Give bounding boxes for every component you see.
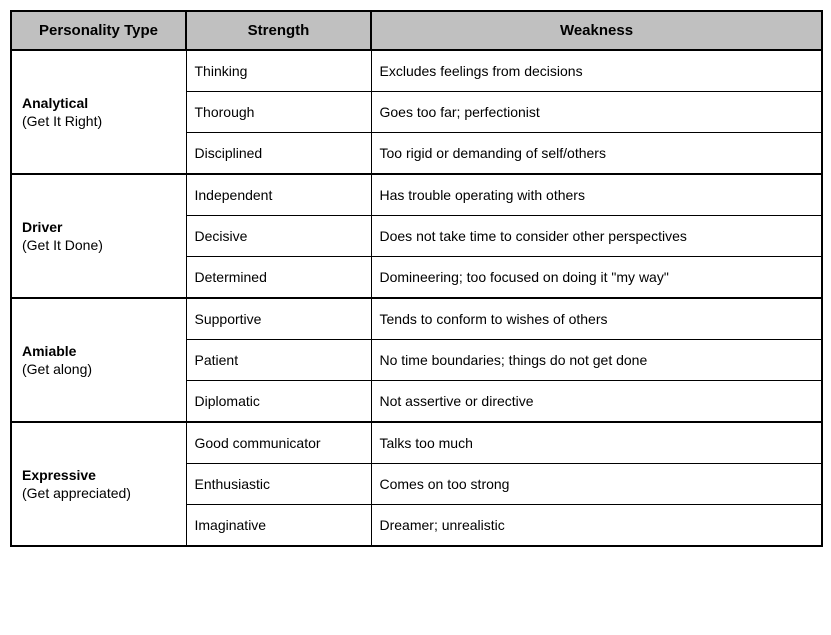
table-header: Personality Type Strength Weakness [11, 11, 822, 50]
strength-cell: Supportive [186, 298, 371, 340]
personality-type-name: Expressive [22, 467, 178, 483]
weakness-cell: Goes too far; perfectionist [371, 92, 822, 133]
weakness-cell: Talks too much [371, 422, 822, 464]
weakness-cell: Has trouble operating with others [371, 174, 822, 216]
personality-type-subtitle: (Get It Right) [22, 113, 178, 129]
col-header-weakness: Weakness [371, 11, 822, 50]
table-row: Amiable (Get along) Supportive Tends to … [11, 298, 822, 340]
strength-cell: Thinking [186, 50, 371, 92]
weakness-cell: Domineering; too focused on doing it "my… [371, 257, 822, 299]
personality-table: Personality Type Strength Weakness Analy… [10, 10, 823, 547]
personality-type-name: Analytical [22, 95, 178, 111]
personality-type-name: Driver [22, 219, 178, 235]
weakness-cell: Not assertive or directive [371, 381, 822, 423]
col-header-strength: Strength [186, 11, 371, 50]
table-row: Expressive (Get appreciated) Good commun… [11, 422, 822, 464]
personality-type-name: Amiable [22, 343, 178, 359]
strength-cell: Diplomatic [186, 381, 371, 423]
header-row: Personality Type Strength Weakness [11, 11, 822, 50]
strength-cell: Determined [186, 257, 371, 299]
strength-cell: Good communicator [186, 422, 371, 464]
strength-cell: Independent [186, 174, 371, 216]
strength-cell: Patient [186, 340, 371, 381]
weakness-cell: Too rigid or demanding of self/others [371, 133, 822, 175]
personality-type-cell: Driver (Get It Done) [11, 174, 186, 298]
strength-cell: Thorough [186, 92, 371, 133]
strength-cell: Imaginative [186, 505, 371, 547]
strength-cell: Disciplined [186, 133, 371, 175]
strength-cell: Enthusiastic [186, 464, 371, 505]
weakness-cell: Excludes feelings from decisions [371, 50, 822, 92]
personality-type-subtitle: (Get appreciated) [22, 485, 178, 501]
strength-cell: Decisive [186, 216, 371, 257]
weakness-cell: Dreamer; unrealistic [371, 505, 822, 547]
table-row: Analytical (Get It Right) Thinking Exclu… [11, 50, 822, 92]
col-header-personality-type: Personality Type [11, 11, 186, 50]
weakness-cell: Comes on too strong [371, 464, 822, 505]
table-row: Driver (Get It Done) Independent Has tro… [11, 174, 822, 216]
table-body: Analytical (Get It Right) Thinking Exclu… [11, 50, 822, 546]
weakness-cell: Tends to conform to wishes of others [371, 298, 822, 340]
personality-type-subtitle: (Get along) [22, 361, 178, 377]
weakness-cell: No time boundaries; things do not get do… [371, 340, 822, 381]
personality-type-cell: Expressive (Get appreciated) [11, 422, 186, 546]
personality-type-subtitle: (Get It Done) [22, 237, 178, 253]
personality-type-cell: Analytical (Get It Right) [11, 50, 186, 174]
weakness-cell: Does not take time to consider other per… [371, 216, 822, 257]
personality-type-cell: Amiable (Get along) [11, 298, 186, 422]
